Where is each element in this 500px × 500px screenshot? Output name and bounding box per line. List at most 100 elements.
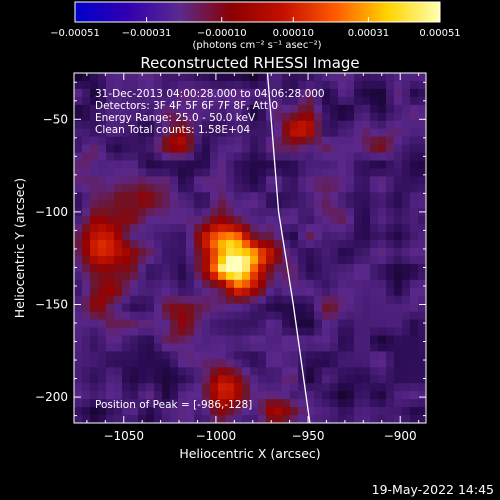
heatmap-cell bbox=[346, 176, 355, 185]
heatmap-cell bbox=[274, 287, 283, 297]
heatmap-cell bbox=[146, 399, 155, 408]
heatmap-cell bbox=[138, 319, 147, 328]
heatmap-cell bbox=[330, 112, 339, 122]
heatmap-cell bbox=[122, 295, 131, 305]
heatmap-cell bbox=[122, 375, 131, 384]
heatmap-cell bbox=[122, 128, 131, 138]
heatmap-cell bbox=[346, 359, 355, 368]
heatmap-cell bbox=[306, 359, 315, 368]
heatmap-cell bbox=[314, 391, 323, 400]
heatmap-cell bbox=[138, 96, 147, 106]
heatmap-cell bbox=[330, 248, 339, 257]
heatmap-cell bbox=[346, 311, 355, 320]
heatmap-cell bbox=[74, 112, 83, 122]
heatmap-cell bbox=[90, 391, 99, 400]
heatmap-cell bbox=[274, 271, 283, 281]
heatmap-cell bbox=[218, 407, 227, 416]
heatmap-cell bbox=[242, 255, 251, 265]
heatmap-cell bbox=[146, 407, 155, 416]
heatmap-cell bbox=[258, 327, 267, 336]
heatmap-cell bbox=[386, 391, 395, 400]
heatmap-cell bbox=[98, 224, 107, 233]
heatmap-cell bbox=[210, 112, 219, 122]
heatmap-cell bbox=[370, 160, 379, 169]
heatmap-cell bbox=[266, 208, 275, 217]
heatmap-cell bbox=[106, 208, 115, 217]
heatmap-cell bbox=[106, 200, 115, 209]
heatmap-cell bbox=[402, 240, 411, 249]
heatmap-cell bbox=[386, 248, 395, 257]
heatmap-cell bbox=[258, 359, 267, 368]
heatmap-cell bbox=[74, 327, 83, 336]
heatmap-cell bbox=[338, 120, 347, 130]
heatmap-cell bbox=[378, 335, 387, 344]
heatmap-cell bbox=[418, 287, 426, 297]
heatmap-cell bbox=[330, 176, 339, 185]
heatmap-cell bbox=[362, 343, 371, 352]
heatmap-cell bbox=[402, 327, 411, 336]
heatmap-cell bbox=[170, 351, 179, 360]
heatmap-cell bbox=[202, 255, 211, 265]
heatmap-cell bbox=[226, 96, 235, 106]
heatmap-cell bbox=[290, 120, 299, 130]
heatmap-cell bbox=[218, 144, 227, 153]
heatmap-cell bbox=[354, 168, 363, 177]
heatmap-cell bbox=[402, 88, 411, 98]
x-tick-labels: −1050 −1000 −950 −900 bbox=[103, 429, 416, 443]
heatmap-cell bbox=[354, 152, 363, 161]
heatmap-cell bbox=[362, 271, 371, 281]
heatmap-cell bbox=[74, 399, 83, 408]
heatmap-cell bbox=[74, 311, 83, 320]
heatmap-cell bbox=[186, 128, 195, 138]
heatmap-cell bbox=[282, 216, 291, 225]
heatmap-cell bbox=[114, 383, 123, 392]
heatmap-cell bbox=[282, 287, 291, 297]
heatmap-cell bbox=[322, 120, 331, 130]
heatmap-cell bbox=[186, 319, 195, 328]
heatmap-cell bbox=[274, 152, 283, 161]
heatmap-cell bbox=[346, 391, 355, 400]
heatmap-cell bbox=[226, 335, 235, 344]
heatmap-cell bbox=[274, 128, 283, 138]
heatmap-cell bbox=[106, 104, 115, 114]
heatmap-cell bbox=[282, 120, 291, 130]
heatmap-cell bbox=[194, 327, 203, 336]
heatmap-cell bbox=[386, 399, 395, 408]
heatmap-cell bbox=[354, 359, 363, 368]
heatmap-cell bbox=[290, 279, 299, 289]
heatmap-cell bbox=[330, 271, 339, 281]
heatmap-cell bbox=[354, 200, 363, 209]
heatmap-cell bbox=[210, 128, 219, 138]
heatmap-cell bbox=[362, 255, 371, 265]
heatmap-cell bbox=[362, 367, 371, 376]
heatmap-cell bbox=[370, 399, 379, 408]
heatmap-cell bbox=[306, 184, 315, 193]
heatmap-cell bbox=[362, 391, 371, 400]
colorbar-tick-label: 0.00010 bbox=[273, 28, 314, 39]
heatmap-cell bbox=[378, 287, 387, 297]
heatmap-cell bbox=[122, 136, 131, 145]
heatmap-cell bbox=[378, 367, 387, 376]
heatmap-cell bbox=[258, 319, 267, 328]
heatmap-cell bbox=[250, 383, 259, 392]
heatmap-cell bbox=[298, 152, 307, 161]
heatmap-cell bbox=[146, 120, 155, 130]
heatmap-cell bbox=[98, 383, 107, 392]
heatmap-cell bbox=[234, 287, 243, 297]
heatmap-cell bbox=[314, 248, 323, 257]
heatmap-cell bbox=[394, 327, 403, 336]
heatmap-cell bbox=[74, 184, 83, 193]
heatmap-cell bbox=[234, 240, 243, 249]
heatmap-cell bbox=[90, 200, 99, 209]
heatmap-cell bbox=[418, 136, 426, 145]
heatmap-cell bbox=[90, 399, 99, 408]
heatmap-cell bbox=[266, 120, 275, 130]
heatmap-cell bbox=[146, 303, 155, 313]
heatmap-cell bbox=[322, 160, 331, 169]
heatmap-cell bbox=[290, 407, 299, 416]
heatmap-cell bbox=[194, 407, 203, 416]
heatmap-cell bbox=[202, 160, 211, 169]
heatmap-cell bbox=[290, 176, 299, 185]
heatmap-cell bbox=[226, 303, 235, 313]
heatmap-cell bbox=[322, 327, 331, 336]
